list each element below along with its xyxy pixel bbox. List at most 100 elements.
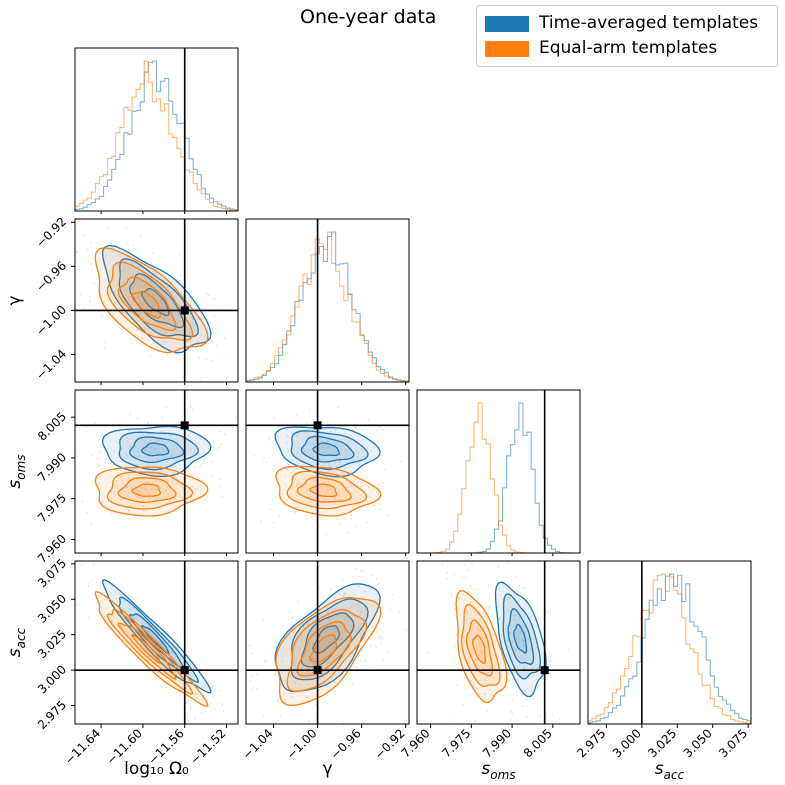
sample-point (353, 665, 355, 667)
sample-point (339, 522, 341, 524)
x-tick-label-s_oms: 7.975 (439, 726, 473, 760)
sample-point (40, 523, 42, 525)
sample-point (296, 414, 298, 416)
panel-s_oms-vs-gamma (217, 390, 445, 562)
sample-point (219, 303, 221, 305)
sample-point (269, 439, 271, 441)
sample-point (86, 249, 88, 251)
sample-point (98, 466, 100, 468)
sample-point (263, 458, 265, 460)
sample-point (238, 743, 240, 745)
sample-point (104, 342, 106, 344)
sample-point (188, 471, 190, 473)
sample-point (366, 522, 368, 524)
sample-point (215, 709, 217, 711)
sample-point (91, 454, 93, 456)
sample-point (98, 451, 100, 453)
sample-point (213, 316, 215, 318)
sample-point (382, 659, 384, 661)
y-tick-label-s_acc: 3.000 (35, 662, 69, 696)
sample-point (330, 588, 332, 590)
sample-point (456, 684, 458, 686)
sample-point (235, 480, 237, 482)
x-tick-label-s_oms: 7.990 (480, 726, 514, 760)
sample-point (526, 705, 528, 707)
truth-marker (541, 666, 549, 674)
sample-point (190, 707, 192, 709)
sample-point (391, 594, 393, 596)
sample-point (287, 464, 289, 466)
sample-point (140, 235, 142, 237)
sample-point (515, 575, 517, 577)
sample-point (405, 629, 407, 631)
sample-point (266, 461, 268, 463)
sample-point (223, 710, 225, 712)
sample-point (91, 263, 93, 265)
sample-point (410, 626, 412, 628)
sample-point (265, 660, 267, 662)
sample-point (279, 715, 281, 717)
sample-point (180, 275, 182, 277)
sample-point (238, 728, 240, 730)
panel-s_acc-vs-s_acc: 2.975 3.000 3.025 3.050 3.075 (574, 561, 751, 760)
sample-point (91, 269, 93, 271)
sample-point (461, 577, 463, 579)
corner-plot: −1.04−1.00−0.96−0.927.9607.9757.9908.005… (0, 0, 785, 785)
sample-point (488, 730, 490, 732)
sample-point (541, 612, 543, 614)
sample-point (256, 674, 258, 676)
sample-point (356, 526, 358, 528)
x-tick-label-gamma: −0.92 (372, 726, 408, 762)
y-tick-label-gamma: −1.00 (33, 303, 69, 339)
sample-point (273, 417, 275, 419)
sample-point (150, 262, 152, 264)
sample-point (446, 572, 448, 574)
x-axis-label-s_acc: sacc (655, 759, 685, 782)
sample-point (151, 611, 153, 613)
sample-point (269, 508, 271, 510)
sample-point (294, 512, 296, 514)
sample-point (224, 433, 226, 435)
x-axis-label-log10_omega0: log₁₀ Ω₀ (124, 759, 189, 779)
sample-point (379, 539, 381, 541)
sample-point (210, 702, 212, 704)
sample-point (379, 509, 381, 511)
sample-point (242, 734, 244, 736)
sample-point (494, 617, 496, 619)
sample-point (257, 426, 259, 428)
sample-point (109, 318, 111, 320)
sample-point (373, 504, 375, 506)
sample-point (104, 622, 106, 624)
sample-point (454, 719, 456, 721)
sample-point (101, 315, 103, 317)
panel-content (588, 561, 751, 724)
y-tick-label-s_acc: 2.975 (35, 698, 69, 732)
y-tick-label-s_acc: 3.025 (35, 627, 69, 661)
x-tick-label-s_acc: 3.075 (716, 726, 750, 760)
sample-point (243, 679, 245, 681)
sample-point (387, 514, 389, 516)
sample-point (77, 604, 79, 606)
sample-point (559, 718, 561, 720)
sample-point (443, 487, 445, 489)
x-tick-label-s_oms: 7.960 (399, 726, 433, 760)
y-tick-label-s_oms: 7.975 (35, 491, 69, 525)
sample-point (453, 547, 455, 549)
sample-point (40, 534, 42, 536)
sample-point (454, 608, 456, 610)
sample-point (375, 505, 377, 507)
sample-point (414, 529, 416, 531)
sample-point (75, 251, 77, 253)
sample-point (218, 690, 220, 692)
sample-point (412, 490, 414, 492)
sample-point (540, 715, 542, 717)
sample-point (152, 517, 154, 519)
x-tick-label-s_acc: 2.975 (574, 726, 608, 760)
sample-point (498, 566, 500, 568)
sample-point (389, 609, 391, 611)
sample-point (526, 716, 528, 718)
sample-point (515, 691, 517, 693)
sample-point (451, 595, 453, 597)
sample-point (92, 578, 94, 580)
x-tick-label-gamma: −1.00 (284, 726, 320, 762)
